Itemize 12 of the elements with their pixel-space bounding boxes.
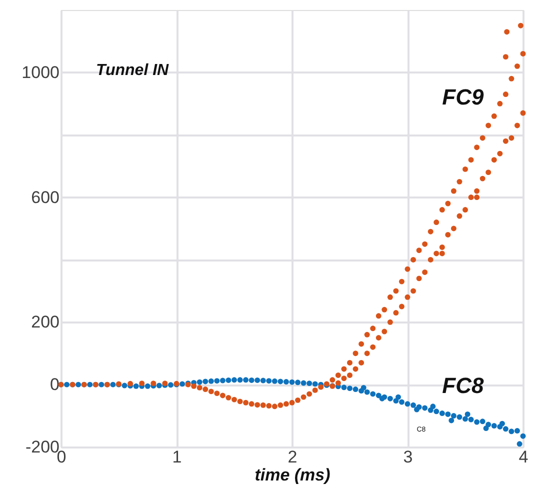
x-tick-label: 4 <box>518 448 528 466</box>
x-tick-label: 3 <box>403 448 413 466</box>
annotation: Tunnel IN <box>96 62 170 79</box>
y-tick-label: 0 <box>50 375 60 394</box>
x-tick-label: 1 <box>172 448 182 466</box>
y-tick-label: 1000 <box>22 62 60 82</box>
series-label: FC8 <box>442 372 484 398</box>
x-tick-label: 2 <box>288 448 298 466</box>
x-axis-title: time (ms) <box>254 466 331 484</box>
y-tick-label: 600 <box>31 188 60 207</box>
series-label: FC9 <box>442 84 484 110</box>
y-tick-label: 200 <box>31 312 60 332</box>
